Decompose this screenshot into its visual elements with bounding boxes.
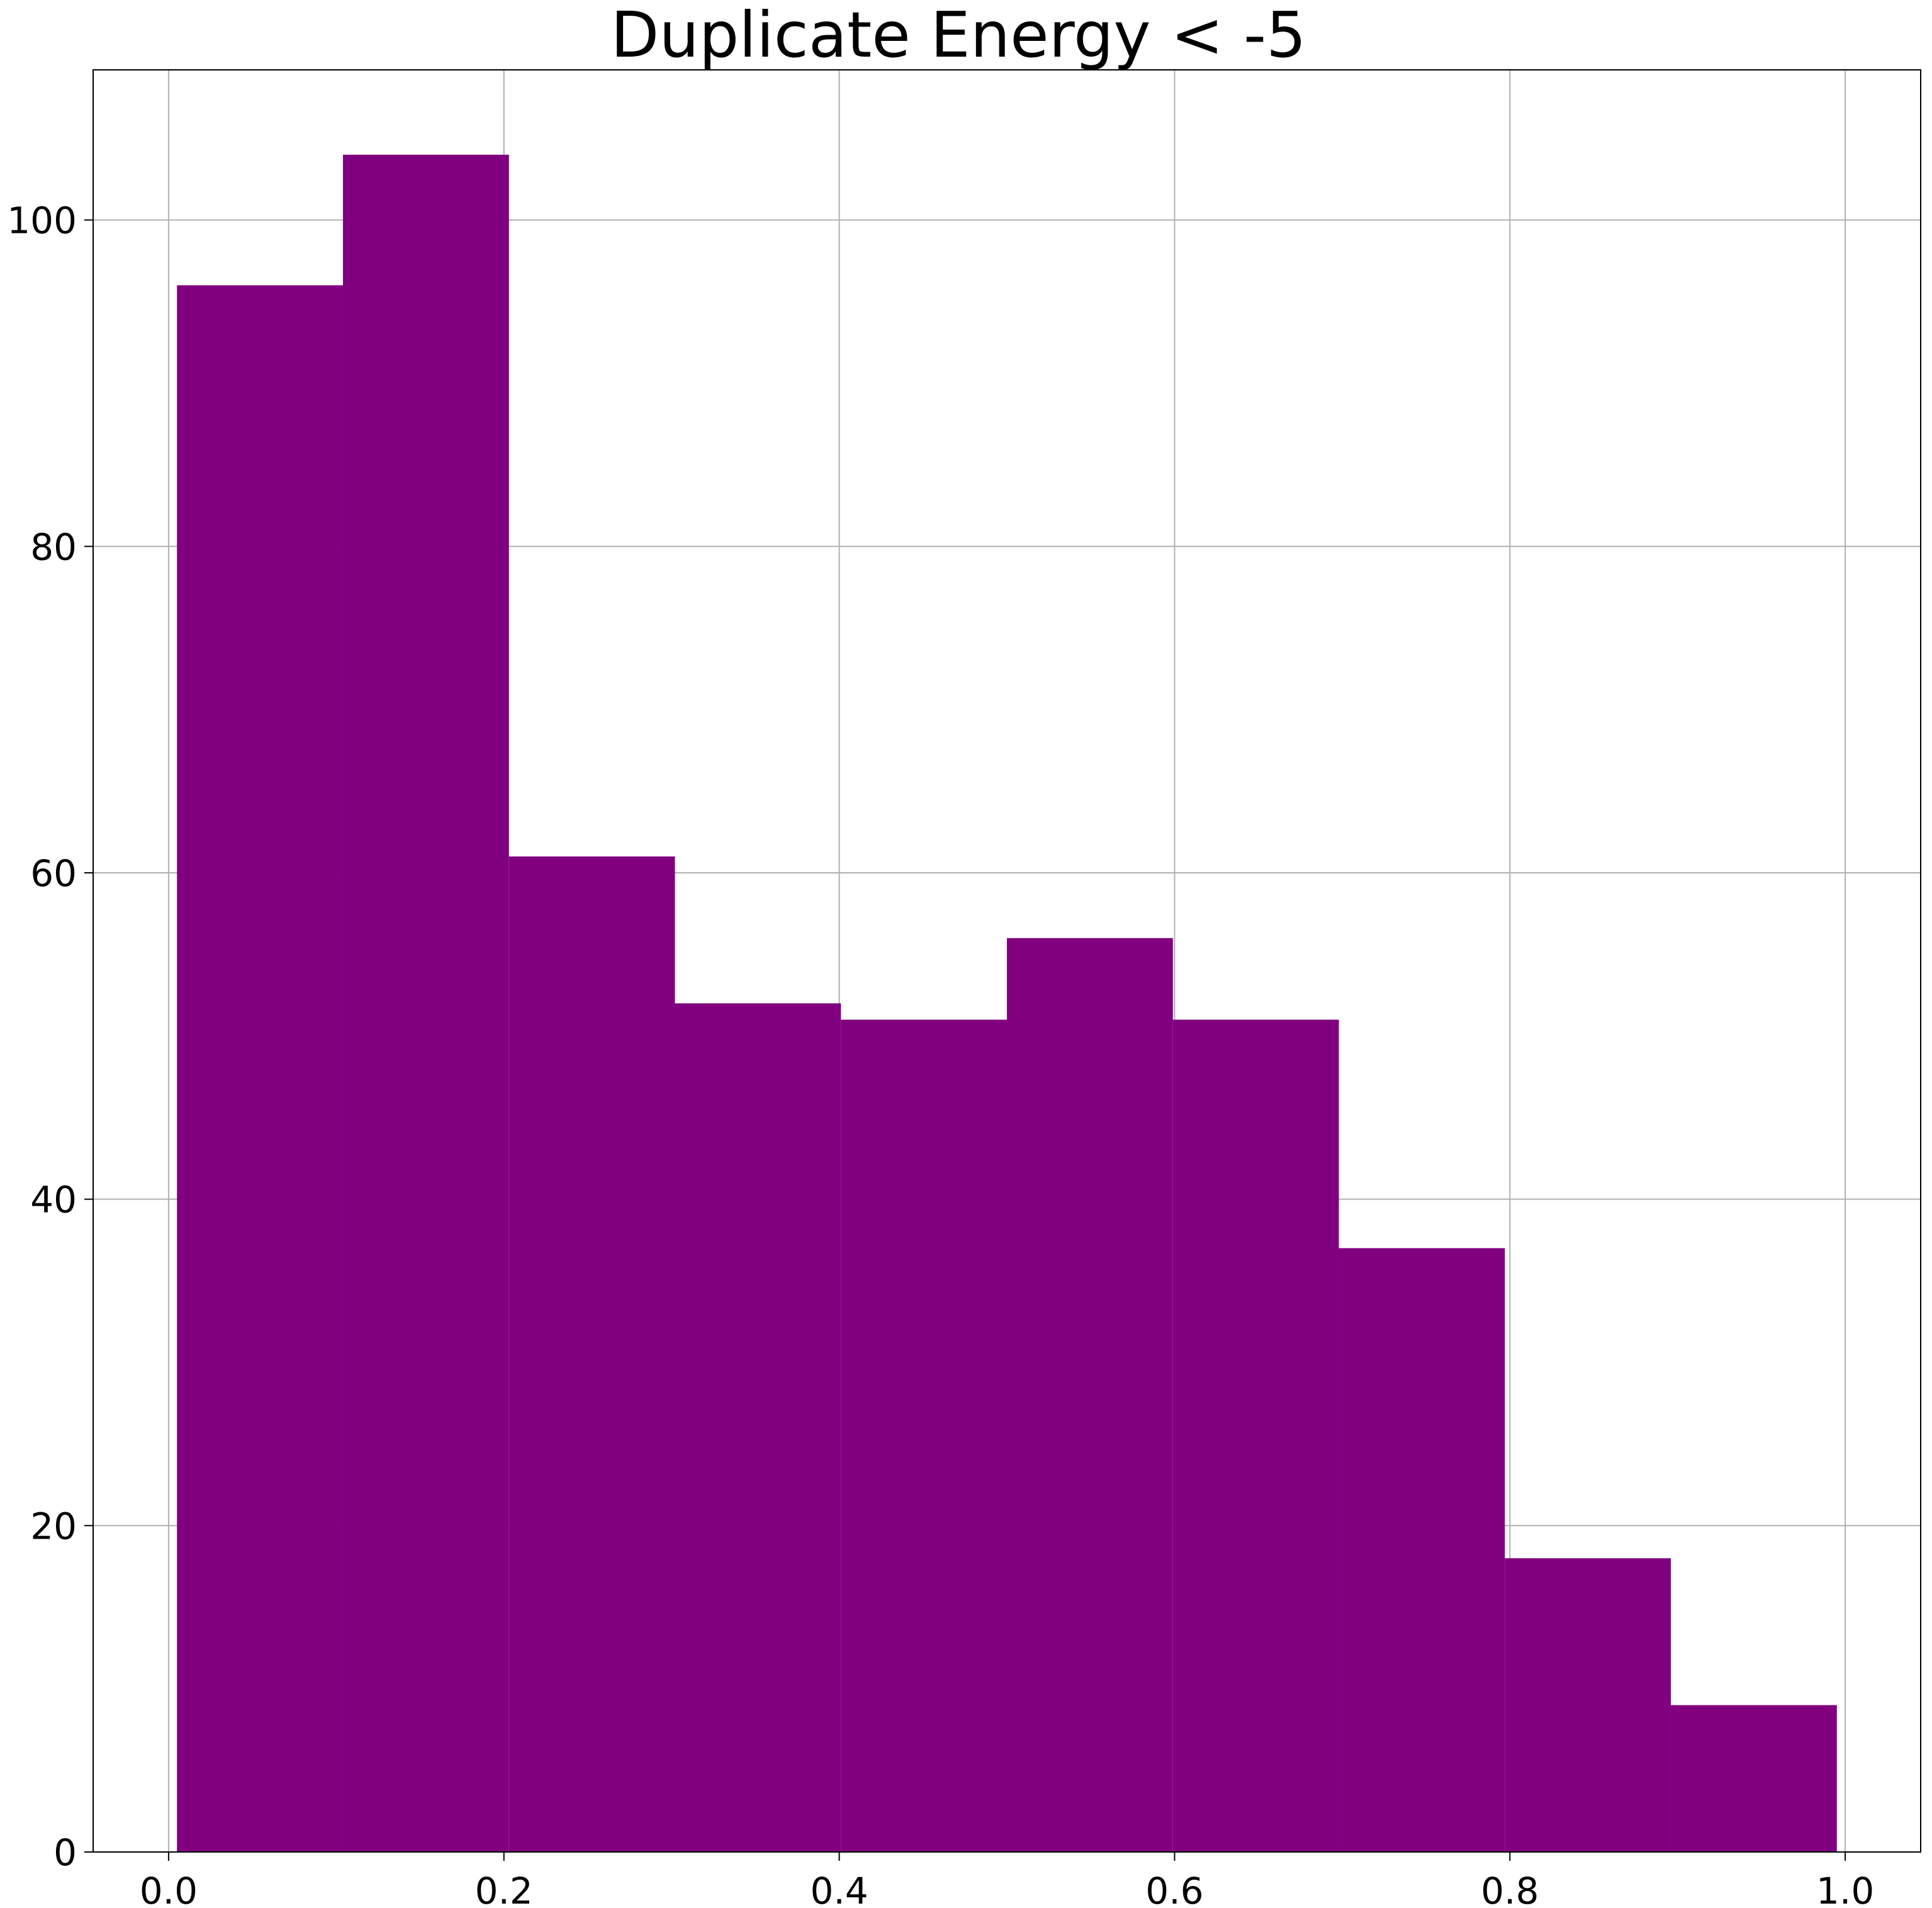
histogram-bars (177, 154, 1837, 1853)
histogram-bar-4 (841, 1019, 1007, 1852)
axes-frame (93, 69, 1921, 1853)
y-tick-label-3: 60 (30, 852, 77, 895)
x-axis-ticks: 0.0 0.2 0.4 0.6 0.8 1.0 (140, 1852, 1874, 1908)
histogram-bar-0 (177, 285, 343, 1853)
histogram-bar-7 (1339, 1248, 1505, 1852)
histogram-bar-1 (342, 154, 509, 1852)
y-tick-label-1: 20 (30, 1505, 77, 1547)
x-tick-label-3: 0.6 (1145, 1870, 1203, 1908)
histogram-bar-8 (1505, 1558, 1671, 1852)
x-tick-label-0: 0.0 (140, 1870, 198, 1908)
x-tick-label-1: 0.2 (475, 1870, 533, 1908)
chart-title: Duplicate Energy < -5 (610, 0, 1306, 72)
y-tick-label-2: 40 (30, 1179, 77, 1221)
x-tick-label-4: 0.8 (1481, 1870, 1539, 1908)
histogram-bar-6 (1172, 1019, 1339, 1852)
histogram-bar-9 (1671, 1705, 1837, 1852)
histogram-bar-2 (508, 856, 675, 1852)
y-tick-label-0: 0 (53, 1831, 77, 1874)
x-tick-label-5: 1.0 (1816, 1870, 1874, 1908)
histogram-bar-5 (1007, 938, 1173, 1852)
x-tick-label-2: 0.4 (810, 1870, 868, 1908)
histogram-bar-3 (675, 1003, 841, 1852)
y-axis-ticks: 0 20 40 60 80 100 (7, 199, 93, 1874)
y-tick-label-4: 80 (30, 525, 77, 568)
y-tick-label-5: 100 (7, 199, 77, 242)
